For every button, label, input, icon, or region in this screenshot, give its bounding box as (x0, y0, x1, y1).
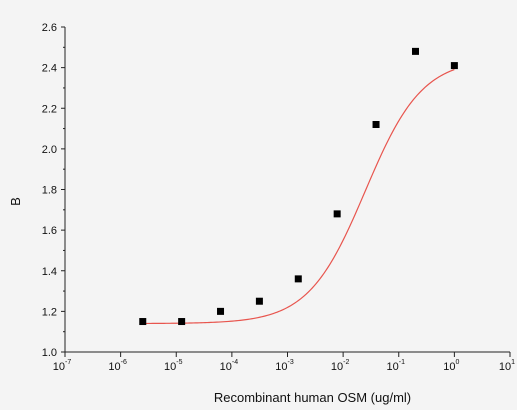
data-point (294, 275, 302, 283)
y-tick-label: 2.2 (42, 103, 57, 115)
data-point (139, 318, 147, 326)
fit-layer (142, 68, 455, 325)
y-tick-label: 2.6 (42, 22, 57, 34)
fit-curve (142, 68, 455, 325)
data-point (411, 47, 419, 55)
data-point (450, 62, 458, 70)
x-axis-title: Recombinant human OSM (ug/ml) (214, 390, 411, 405)
x-tick-label: 101 (499, 359, 515, 373)
x-tick-label: 10-3 (275, 359, 294, 373)
labels-layer: 1.0 1.2 1.4 1.6 1.8 2.0 2.2 2.4 2.6 10-7 10-6 10-5 1… (8, 22, 515, 405)
data-point (372, 121, 380, 128)
y-tick-label: 1.2 (42, 306, 57, 318)
x-tick-label: 10-5 (164, 359, 183, 373)
points-layer (139, 47, 458, 326)
x-tick-label: 10-2 (331, 359, 350, 373)
y-axis-title: B (8, 197, 23, 206)
x-tick-label: 10-4 (220, 359, 239, 373)
data-point (217, 307, 225, 315)
data-point (178, 318, 186, 326)
axes (61, 26, 511, 357)
y-tick-label: 2.0 (42, 144, 57, 156)
y-tick-label: 1.6 (42, 225, 57, 237)
y-tick-label: 1.4 (42, 266, 57, 278)
y-tick-label: 1.0 (42, 347, 57, 359)
x-tick-label: 10-7 (53, 359, 72, 373)
x-tick-label: 100 (443, 359, 459, 373)
y-tick-label: 2.4 (42, 63, 57, 75)
data-point (333, 210, 341, 218)
y-tick-label: 1.8 (42, 185, 57, 197)
x-tick-label: 10-6 (108, 359, 127, 373)
x-tick-label: 10-1 (387, 359, 406, 373)
data-point (255, 297, 263, 305)
